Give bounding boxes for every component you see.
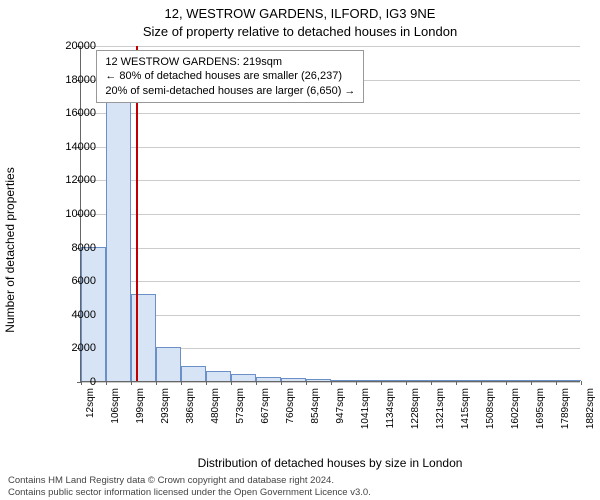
xtick-label: 199sqm: [135, 388, 146, 424]
info-line-3: 20% of semi-detached houses are larger (…: [105, 84, 355, 98]
xtick-label: 1882sqm: [585, 388, 596, 429]
bar: [281, 378, 306, 381]
xtick-label: 1041sqm: [360, 388, 371, 429]
xtick-label: 1228sqm: [410, 388, 421, 429]
bar: [256, 377, 281, 381]
bar: [131, 294, 156, 381]
xtick-label: 293sqm: [160, 388, 171, 424]
xtick-mark: [481, 381, 482, 385]
xtick-label: 1321sqm: [435, 388, 446, 429]
bar: [406, 380, 431, 381]
ytick-label: 0: [46, 376, 96, 388]
xtick-mark: [131, 381, 132, 385]
xtick-label: 1695sqm: [535, 388, 546, 429]
xtick-label: 480sqm: [210, 388, 221, 424]
info-line-2: ← 80% of detached houses are smaller (26…: [105, 69, 355, 83]
xtick-mark: [231, 381, 232, 385]
bar: [506, 380, 531, 381]
bar: [231, 374, 256, 381]
bar: [181, 366, 206, 381]
footer: Contains HM Land Registry data © Crown c…: [8, 475, 592, 498]
chart-container: 12, WESTROW GARDENS, ILFORD, IG3 9NE Siz…: [0, 0, 600, 500]
xtick-label: 1602sqm: [510, 388, 521, 429]
xtick-label: 1415sqm: [460, 388, 471, 429]
x-axis-label: Distribution of detached houses by size …: [80, 456, 580, 470]
xtick-label: 573sqm: [235, 388, 246, 424]
xtick-mark: [581, 381, 582, 385]
bar: [531, 380, 556, 381]
plot-area: 12 WESTROW GARDENS: 219sqm ← 80% of deta…: [80, 46, 580, 382]
y-axis-label: Number of detached properties: [3, 167, 17, 332]
bar: [381, 380, 406, 381]
xtick-label: 106sqm: [110, 388, 121, 424]
bar: [456, 380, 481, 381]
bar: [206, 371, 231, 381]
bar: [331, 380, 356, 382]
xtick-mark: [531, 381, 532, 385]
chart-title-sub: Size of property relative to detached ho…: [0, 24, 600, 39]
ytick-label: 4000: [46, 309, 96, 321]
ytick-label: 12000: [46, 174, 96, 186]
xtick-mark: [556, 381, 557, 385]
info-box: 12 WESTROW GARDENS: 219sqm ← 80% of deta…: [96, 50, 364, 103]
xtick-label: 760sqm: [285, 388, 296, 424]
xtick-mark: [106, 381, 107, 385]
xtick-mark: [206, 381, 207, 385]
bar: [481, 380, 506, 381]
xtick-mark: [381, 381, 382, 385]
bar: [306, 379, 331, 381]
xtick-label: 12sqm: [85, 388, 96, 418]
xtick-label: 667sqm: [260, 388, 271, 424]
ytick-label: 14000: [46, 141, 96, 153]
xtick-mark: [431, 381, 432, 385]
bar: [156, 347, 181, 381]
ytick-label: 18000: [46, 74, 96, 86]
info-line-1: 12 WESTROW GARDENS: 219sqm: [105, 55, 355, 69]
ytick-label: 16000: [46, 107, 96, 119]
bar: [431, 380, 456, 381]
xtick-mark: [331, 381, 332, 385]
xtick-mark: [506, 381, 507, 385]
ytick-label: 2000: [46, 342, 96, 354]
chart-title-main: 12, WESTROW GARDENS, ILFORD, IG3 9NE: [0, 6, 600, 21]
xtick-label: 1134sqm: [385, 388, 396, 428]
xtick-mark: [156, 381, 157, 385]
ytick-label: 6000: [46, 275, 96, 287]
bar: [356, 380, 381, 381]
xtick-mark: [281, 381, 282, 385]
footer-line-2: Contains public sector information licen…: [8, 487, 592, 498]
xtick-label: 386sqm: [185, 388, 196, 424]
bar: [106, 95, 131, 381]
xtick-mark: [356, 381, 357, 385]
xtick-mark: [181, 381, 182, 385]
ytick-label: 10000: [46, 208, 96, 220]
xtick-label: 1508sqm: [485, 388, 496, 429]
xtick-mark: [306, 381, 307, 385]
xtick-mark: [406, 381, 407, 385]
ytick-label: 20000: [46, 40, 96, 52]
xtick-mark: [256, 381, 257, 385]
xtick-mark: [456, 381, 457, 385]
xtick-label: 1789sqm: [560, 388, 571, 429]
bar: [556, 380, 581, 381]
xtick-label: 947sqm: [335, 388, 346, 424]
xtick-label: 854sqm: [310, 388, 321, 424]
footer-line-1: Contains HM Land Registry data © Crown c…: [8, 475, 592, 486]
ytick-label: 8000: [46, 242, 96, 254]
